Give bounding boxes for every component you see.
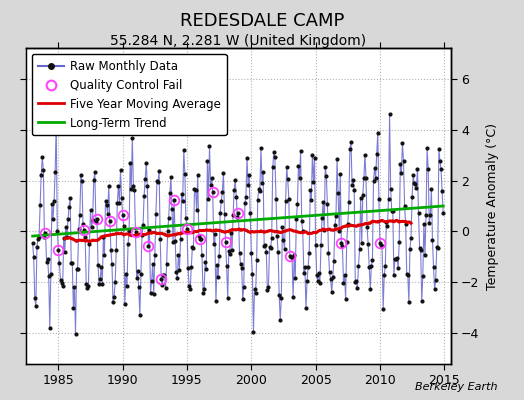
Y-axis label: Temperature Anomaly (°C): Temperature Anomaly (°C): [486, 122, 499, 290]
Legend: Raw Monthly Data, Quality Control Fail, Five Year Moving Average, Long-Term Tren: Raw Monthly Data, Quality Control Fail, …: [32, 54, 227, 136]
Text: Berkeley Earth: Berkeley Earth: [416, 382, 498, 392]
Text: REDESDALE CAMP: REDESDALE CAMP: [180, 12, 344, 30]
Title: 55.284 N, 2.281 W (United Kingdom): 55.284 N, 2.281 W (United Kingdom): [111, 34, 366, 48]
